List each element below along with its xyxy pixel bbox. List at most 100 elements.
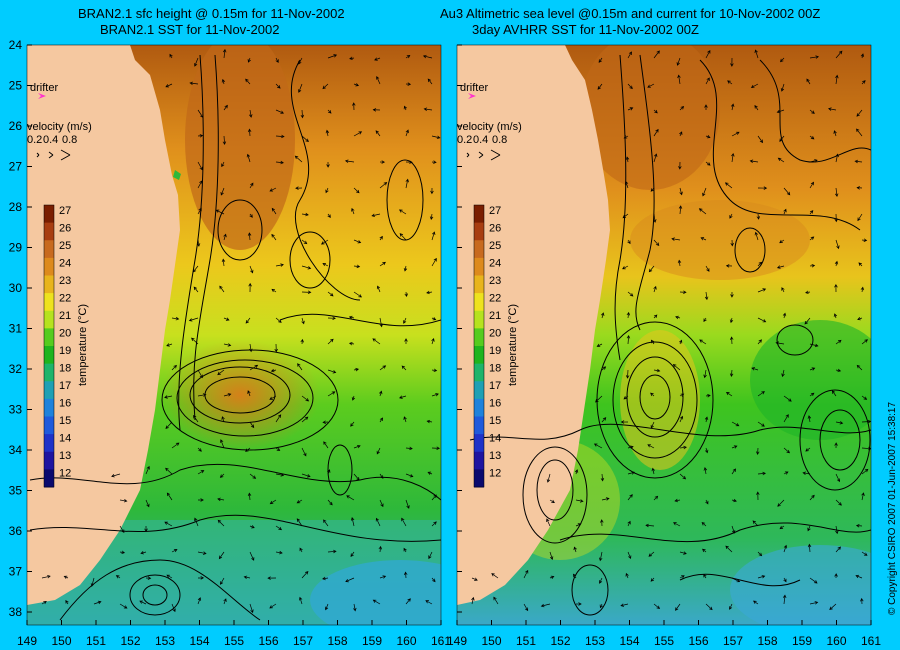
lat-tick-label: 29 [9,241,23,255]
right-velocity-value-3: 0.8 [492,134,507,146]
colorbar-tick-label: 26 [59,223,71,235]
lon-tick-label: 155 [654,634,674,648]
colorbar-tick-label: 17 [59,380,71,392]
colorbar-tick-label: 15 [489,415,501,427]
lon-tick-label: 157 [293,634,313,648]
colorbar-tick-label: 18 [59,363,71,375]
lat-tick-label: 25 [9,79,23,93]
colorbar-tick-label: 22 [59,293,71,305]
lon-tick-label: 153 [585,634,605,648]
lon-tick-label: 157 [723,634,743,648]
colorbar-tick-label: 19 [489,345,501,357]
left-velocity-arrows [41,48,441,614]
lon-tick-label: 158 [757,634,777,648]
colorbar-tick-label: 25 [489,240,501,252]
left-velocity-label: velocity (m/s) [27,121,92,133]
colorbar-title: temperature (°C) [507,304,519,386]
left-contours [29,54,441,621]
lat-tick-label: 33 [9,403,23,417]
lat-tick-label: 28 [9,200,23,214]
colorbar-tick-label: 18 [489,363,501,375]
right-drifter-icon [468,93,476,99]
lon-tick-label: 150 [481,634,501,648]
colorbar-tick-label: 17 [489,380,501,392]
colorbar-tick-label: 22 [489,293,501,305]
colorbar-tick-label: 21 [489,310,501,322]
lat-tick-label: 32 [9,362,23,376]
left-land-mask [27,45,180,605]
colorbar-tick-label: 25 [59,240,71,252]
lon-tick-label: 161 [431,634,451,648]
right-title-line2: 3day AVHRR SST for 11-Nov-2002 00Z [472,22,699,37]
colorbar-tick-label: 14 [59,433,71,445]
colorbar-tick-label: 27 [489,205,501,217]
lon-tick-label: 159 [362,634,382,648]
colorbar-tick-label: 20 [489,328,501,340]
right-velocity-scale-arrows-icon [466,149,501,161]
left-title-line1: BRAN2.1 sfc height @ 0.15m for 11-Nov-20… [78,6,345,21]
lon-tick-label: 156 [688,634,708,648]
lon-tick-label: 154 [189,634,209,648]
lon-tick-label: 155 [224,634,244,648]
lon-tick-label: 153 [155,634,175,648]
right-map-panel [456,44,872,626]
lon-tick-label: 160 [826,634,846,648]
lon-tick-label: 151 [86,634,106,648]
lon-tick-label: 149 [447,634,467,648]
left-velocity-value-2: 0.4 [43,134,58,146]
lon-tick-label: 149 [17,634,37,648]
right-colorbar: 27 26 25 24 23 22 21 20 19 18 17 16 15 14 13 12 temperat… [473,204,519,488]
colorbar-tick-label: 20 [59,328,71,340]
left-drifter-icon [38,93,46,99]
lon-tick-label: 152 [120,634,140,648]
colorbar-tick-label: 12 [489,468,501,480]
colorbar-tick-label: 24 [489,258,501,270]
colorbar-tick-label: 24 [59,258,71,270]
left-velocity-value-1: 0.2 [27,134,42,146]
right-drifter-label: drifter [460,82,488,94]
lat-tick-label: 26 [9,119,23,133]
longitude-axis-right: 149 150 151 152 153 154 155 156 157 158 159 160 161 [447,620,881,648]
colorbar-tick-label: 14 [489,433,501,445]
colorbar-tick-label: 23 [59,275,71,287]
colorbar-tick-label: 27 [59,205,71,217]
lon-tick-label: 160 [396,634,416,648]
left-map-panel [26,44,442,626]
lon-tick-label: 161 [861,634,881,648]
lat-tick-label: 34 [9,443,23,457]
lat-tick-label: 24 [9,38,23,52]
lat-tick-label: 36 [9,524,23,538]
colorbar-tick-label: 21 [59,310,71,322]
right-title-line1: Au3 Altimetric sea level @0.15m and curr… [440,6,821,21]
lon-tick-label: 158 [327,634,347,648]
left-legend: drifter velocity (m/s) 0.2 0.4 0.8 [27,82,92,161]
right-velocity-value-2: 0.4 [473,134,488,146]
lon-tick-label: 151 [516,634,536,648]
lat-tick-label: 31 [9,322,23,336]
lon-tick-label: 156 [258,634,278,648]
left-velocity-scale-arrows-icon [36,149,71,161]
colorbar-tick-label: 12 [59,468,71,480]
colorbar-title: temperature (°C) [77,304,89,386]
copyright-notice: © Copyright CSIRO 2007 01-Jun-2007 15:38… [887,401,898,615]
lat-tick-label: 35 [9,484,23,498]
colorbar-tick-label: 16 [489,398,501,410]
right-land-mask [457,45,610,605]
right-velocity-arrows [471,49,871,612]
right-velocity-label: velocity (m/s) [457,121,522,133]
colorbar-tick-label: 15 [59,415,71,427]
right-legend: drifter velocity (m/s) 0.2 0.4 0.8 [457,82,522,161]
lat-tick-label: 27 [9,160,23,174]
lon-tick-label: 150 [51,634,71,648]
lon-tick-label: 152 [550,634,570,648]
colorbar-tick-label: 23 [489,275,501,287]
colorbar-tick-label: 19 [59,345,71,357]
colorbar-tick-label: 16 [59,398,71,410]
latitude-axis: 24 25 26 27 28 29 30 31 32 33 34 35 36 37 38 [9,38,462,619]
colorbar-tick-label: 13 [59,450,71,462]
lat-tick-label: 30 [9,281,23,295]
left-drifter-label: drifter [30,82,58,94]
lat-tick-label: 38 [9,605,23,619]
left-title-line2: BRAN2.1 SST for 11-Nov-2002 [100,22,280,37]
